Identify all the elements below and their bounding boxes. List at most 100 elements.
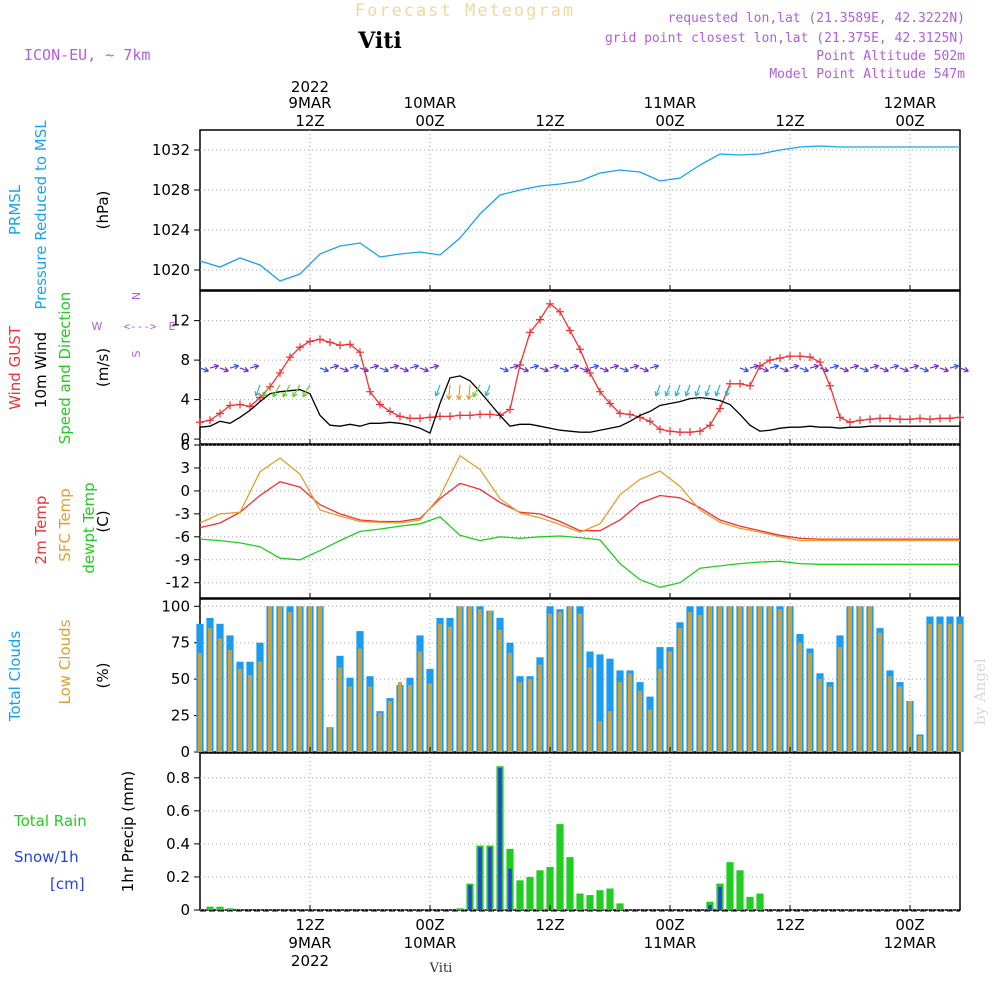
gust-marker [216,409,224,418]
bottom-time-label: 11MAR [644,934,697,952]
gust-marker [676,428,684,437]
compass-e: E [169,320,176,333]
low-cloud-bar [768,606,772,752]
y-tick-label: -12 [166,574,191,592]
gust-marker [486,410,494,419]
y-tick-label: -9 [175,551,190,569]
gust-marker [686,428,694,437]
gust-marker [356,348,364,357]
bottom-time-label: 00Z [895,916,924,934]
low-cloud-bar [718,606,722,752]
y-tick-label: 4 [180,391,190,409]
top-time-label: 12Z [295,112,324,130]
y-tick-label: 0.6 [166,802,190,820]
wind-direction-arrow [359,366,369,373]
gust-marker [286,353,294,362]
temp-2m-label: 2m Temp [32,496,50,565]
low-cloud-bar [238,668,242,752]
wind-direction-arrow [399,366,409,373]
low-cloud-bar [838,647,842,752]
snow-bar [508,868,512,910]
wind-ylabel: (m/s) [94,348,112,387]
bottom-time-label: 12Z [775,916,804,934]
low-cloud-bar [668,651,672,752]
pressure-panel: 1020 1024 1028 1032 (hPa) [94,129,961,291]
low-cloud-bar [858,606,862,752]
gust-marker [946,414,954,423]
y-tick-label: 75 [171,634,190,652]
gust-marker [726,379,734,388]
wind-direction-arrow [694,384,701,397]
wind-direction-arrow [829,363,840,370]
wind-direction-arrow [724,384,731,397]
y-tick-label: 0 [180,901,190,919]
wind-direction-arrow [869,363,880,370]
low-cloud-bar [438,623,442,752]
wind-direction-arrow [599,366,609,373]
compass-n: N [130,292,143,300]
wind-direction-arrow [759,366,769,373]
y-tick-label: -3 [175,505,190,523]
low-cloud-bar [898,686,902,752]
gust-marker [196,418,204,427]
low-cloud-bar [948,623,952,752]
top-time-label: 2022 [291,78,329,96]
precip-frame [199,752,961,911]
low-cloud-bar [688,612,692,752]
gust-marker [846,418,854,427]
series-line-sfc-temp [199,454,960,542]
low-cloud-bar [928,623,932,752]
low-cloud-bar [518,682,522,752]
wind-direction-arrow [839,366,849,373]
gust-marker [606,399,614,408]
low-cloud-bar [888,676,892,752]
low-cloud-bar [628,673,632,752]
top-time-label: 12Z [775,112,804,130]
wind-direction-arrow [239,366,249,373]
low-cloud-bar [228,650,232,752]
low-cloud-bar [468,606,472,752]
wind-direction-arrow [819,366,829,373]
low-cloud-bar [698,615,702,752]
wind-direction-arrow [809,363,820,370]
low-cloud-bar [478,609,482,752]
total-cloud-bar [596,654,604,752]
total-clouds-label: Total Clouds [6,631,24,723]
top-time-label: 11MAR [644,94,697,112]
wind-direction-arrow [589,363,600,370]
y-tick-label: 0 [180,482,190,500]
wind-direction-arrow [939,366,949,373]
gust-marker [626,410,634,419]
gust-marker [586,368,594,377]
rain-bar [616,903,624,910]
gust-marker [376,400,384,409]
low-cloud-bar [808,652,812,752]
y-tick-label: 1024 [152,221,190,239]
low-cloud-bar [358,648,362,752]
wind-direction-arrow [569,363,580,370]
bottom-time-label: 00Z [415,916,444,934]
wind-direction-arrow [529,363,540,370]
gust-marker [706,421,714,430]
rain-bar [456,908,464,910]
snow-bar [718,886,722,910]
rain-bar [566,857,574,910]
y-tick-label: 1032 [152,141,190,159]
gust-marker [346,340,354,349]
gust-marker [336,341,344,350]
low-cloud-bar [378,712,382,752]
gust-marker [716,404,724,413]
low-cloud-bar [198,652,202,752]
wind-gust-label: Wind GUST [6,325,24,410]
low-cloud-bar [588,667,592,752]
y-tick-label: 6 [180,436,190,454]
pressure-ylabel: (hPa) [94,191,112,230]
model-label: ICON-EU, ~ 7km [24,46,150,64]
wind-direction-arrow [219,366,229,373]
gust-marker [936,414,944,423]
low-cloud-bar [798,642,802,752]
gust-marker [276,368,284,377]
rain-bar [206,906,214,910]
y-tick-label: 8 [180,351,190,369]
bottom-time-label: 12MAR [884,934,937,952]
